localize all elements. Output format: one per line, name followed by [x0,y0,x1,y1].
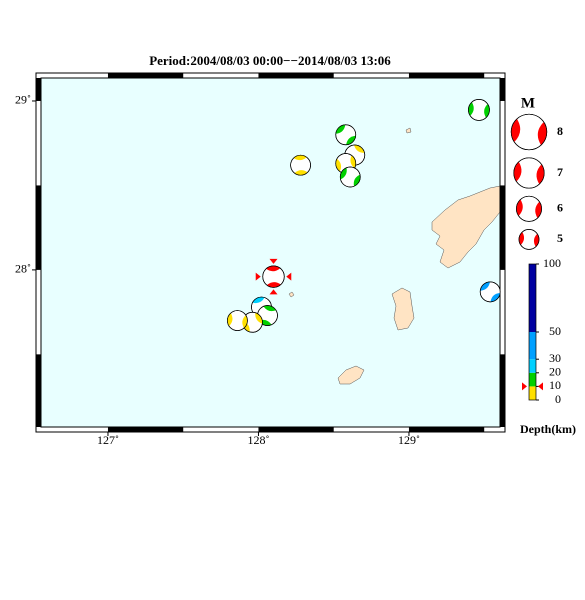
legend-ball [516,195,542,222]
focal-mechanism [335,124,357,146]
depth-band [529,386,536,400]
frame-bar [107,427,184,432]
depth-tick-label: 50 [549,324,561,338]
ball-quadrant [468,102,474,116]
ball-quadrant [340,167,347,180]
depth-label: Depth(km) [520,422,576,436]
focal-mechanism [227,310,248,331]
ball-edge [518,229,540,250]
ball-quadrant [535,201,542,219]
depth-band [529,264,536,332]
ball-edge [262,265,285,288]
ball-quadrant [490,293,501,302]
frame-bar [500,354,505,427]
frame-outer [35,72,506,433]
map-title: Period:2004/08/03 00:00−−2014/08/03 13:0… [149,53,391,68]
focal-mechanism [479,281,501,303]
legend-ball [513,157,545,189]
marker-arrow [269,258,278,264]
land [288,291,295,298]
depth-band [529,372,536,387]
ball-quadrant [484,103,490,118]
legend-label: 7 [557,165,563,179]
x-tick-label: 127˚ [97,433,119,447]
marker-arrow [269,289,278,295]
focal-mechanism [339,166,361,188]
ball-edge [479,281,501,303]
ball-quadrant [518,232,525,246]
ball-quadrant [480,281,490,291]
frame-bar [408,73,485,78]
y-tick-label: 28˚ [15,262,31,276]
ball-edge [290,154,311,176]
marker-arrow [522,382,527,391]
ball-quadrant [533,233,539,247]
ball-edge [513,157,545,189]
frame-bar [408,427,485,432]
land [391,287,415,331]
depth-band [529,359,536,373]
frame-bar [36,354,41,427]
frame-bar [107,73,184,78]
map-area: 127˚ 128˚ 129˚ 28˚ 29˚ [15,72,506,447]
focal-mechanism [262,265,285,288]
legend-label: 6 [557,201,563,215]
frame-bar [500,78,505,101]
legend-label: 5 [557,231,563,245]
ball-edge [510,113,548,151]
ball-quadrant [266,282,281,288]
depth-tick-label: 10 [549,378,561,392]
ball-quadrant [335,124,346,134]
land [337,365,365,385]
legend-ball [510,113,548,151]
legend-title: M [521,95,535,111]
frame-bar [36,185,41,270]
depth-tick-label: 30 [549,351,561,365]
depth-tick-label: 20 [549,365,561,379]
ball-quadrant [252,297,265,304]
ball-edge [468,99,490,121]
x-tick-label: 129˚ [398,433,420,447]
ball-edge [335,124,357,146]
frame-bar [36,78,41,101]
marker-arrow [255,272,261,281]
legend-ball [518,229,540,250]
ball-quadrant [263,305,276,312]
marker-arrow [538,382,543,391]
depth-band [529,332,536,360]
marker-arrow [286,272,292,281]
ball-quadrant [294,170,308,176]
ball-edge [516,195,542,222]
ball-quadrant [536,164,545,185]
ball-quadrant [513,161,522,182]
ball-edge [339,166,361,188]
ball-quadrant [537,121,547,146]
sea [41,78,500,427]
ball-quadrant [255,312,263,324]
ball-quadrant [353,174,361,187]
frame-bar [258,73,334,78]
depth-tick-label: 0 [555,392,561,406]
ball-quadrant [346,135,356,145]
x-tick-label: 128˚ [247,433,269,447]
frame-bar [500,185,505,270]
land [405,127,412,134]
y-tick-label: 29˚ [15,93,31,107]
legend-label: 8 [557,124,563,138]
focal-mechanism [290,154,311,176]
ball-quadrant [511,118,521,143]
ball-quadrant [516,199,523,216]
ball-quadrant [293,155,307,161]
ball-quadrant [266,265,281,272]
focal-mechanism [468,99,490,121]
land [431,185,501,269]
ball-edge [227,310,248,331]
frame-bar [258,427,334,432]
depth-tick-label: 100 [543,256,561,270]
ball-quadrant [354,145,365,153]
